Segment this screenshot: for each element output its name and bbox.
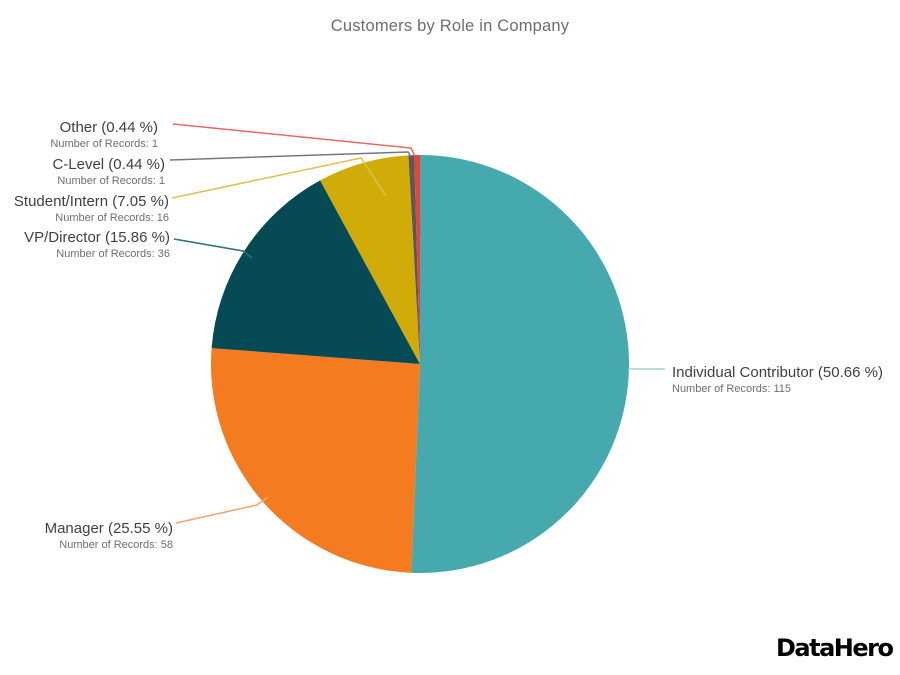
slice-records: Number of Records: 36 bbox=[56, 248, 170, 260]
leader-line-c-level bbox=[169, 151, 412, 161]
leader-line-other bbox=[172, 123, 416, 157]
slice-records: Number of Records: 115 bbox=[672, 383, 792, 395]
callout-student-intern: Student/Intern (7.05 %) Number of Record… bbox=[14, 193, 169, 225]
leader-line-vp-director bbox=[173, 238, 253, 259]
pie-slice-other[interactable] bbox=[414, 155, 420, 364]
slice-label: C-Level (0.44 %) bbox=[52, 156, 165, 173]
pie-slice-c-level[interactable] bbox=[408, 155, 420, 364]
slice-label: VP/Director (15.86 %) bbox=[24, 229, 170, 246]
slice-records: Number of Records: 1 bbox=[57, 175, 165, 187]
slice-label: Student/Intern (7.05 %) bbox=[13, 193, 169, 210]
slice-records: Number of Records: 1 bbox=[50, 138, 158, 150]
chart-title: Customers by Role in Company bbox=[330, 17, 570, 35]
slice-label: Other (0.44 %) bbox=[59, 119, 158, 136]
slice-label: Manager (25.55 %) bbox=[44, 520, 173, 537]
slice-label: Individual Contributor (50.66 %) bbox=[672, 364, 883, 381]
pie-slice-vp-director[interactable] bbox=[211, 180, 420, 364]
callout-c-level: C-Level (0.44 %) Number of Records: 1 bbox=[52, 156, 165, 188]
callout-vp-director: VP/Director (15.86 %) Number of Records:… bbox=[24, 229, 170, 261]
callout-individual-contributor: Individual Contributor (50.66 %) Number … bbox=[672, 364, 883, 396]
pie-slice-manager[interactable] bbox=[210, 348, 420, 573]
slice-records: Number of Records: 16 bbox=[55, 212, 169, 224]
datahero-logo: DataHero bbox=[776, 634, 894, 662]
pie-slice-individual-contributor[interactable] bbox=[411, 155, 630, 574]
callout-manager: Manager (25.55 %) Number of Records: 58 bbox=[45, 520, 173, 552]
slice-records: Number of Records: 58 bbox=[59, 539, 173, 551]
leader-line-manager bbox=[175, 496, 269, 524]
leader-line-student-intern bbox=[171, 157, 387, 199]
callout-other: Other (0.44 %) Number of Records: 1 bbox=[50, 119, 158, 151]
pie-slice-student-intern[interactable] bbox=[320, 155, 420, 364]
